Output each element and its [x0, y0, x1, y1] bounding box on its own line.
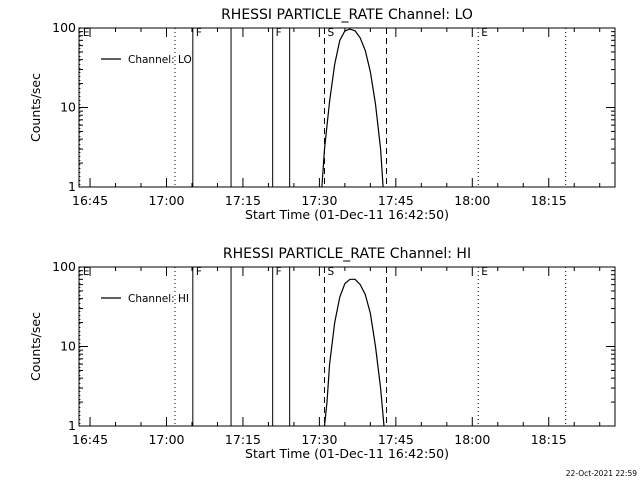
event-marker-label: S: [327, 27, 334, 39]
x-tick-label: 17:00: [148, 432, 184, 447]
event-marker-label: F: [276, 27, 282, 39]
y-tick-label: 100: [52, 20, 76, 35]
chart-title: RHESSI PARTICLE_RATE Channel: HI: [223, 246, 471, 262]
event-marker-label: F: [276, 266, 282, 278]
event-marker-label: S: [327, 266, 334, 278]
x-tick-label: 18:00: [454, 193, 490, 208]
legend-label: Channel: HI: [128, 293, 189, 305]
legend-label: Channel: LO: [128, 54, 192, 66]
y-tick-label: 10: [60, 339, 76, 354]
series-line-0: [321, 28, 384, 188]
plot-frame: [78, 266, 616, 427]
event-marker-label: F: [196, 266, 202, 278]
x-tick-label: 17:30: [301, 432, 337, 447]
x-tick-label: 16:45: [72, 193, 108, 208]
x-tick-label: 17:45: [378, 193, 414, 208]
x-axis-label: Start Time (01-Dec-11 16:42:50): [245, 446, 449, 461]
y-tick-label: 100: [52, 259, 76, 274]
x-tick-label: 17:00: [148, 193, 184, 208]
event-marker-label: E: [481, 266, 488, 278]
y-tick-label: 10: [60, 100, 76, 115]
event-marker-label: F: [196, 27, 202, 39]
chart-title: RHESSI PARTICLE_RATE Channel: LO: [221, 7, 473, 23]
event-marker-label: E: [83, 27, 90, 39]
event-marker-label: E: [481, 27, 488, 39]
y-axis-label: Counts/sec: [28, 312, 43, 381]
x-tick-label: 17:15: [225, 432, 261, 447]
x-tick-label: 18:15: [531, 432, 567, 447]
x-tick-label: 16:45: [72, 432, 108, 447]
chart-panel-1: RHESSI PARTICLE_RATE Channel: HI 1 10 100 16…: [28, 246, 616, 461]
y-tick-label: 1: [68, 179, 76, 194]
timestamp-label: 22-Oct-2021 22:59: [566, 469, 637, 478]
series-line-0: [323, 278, 385, 427]
y-tick-label: 1: [68, 418, 76, 433]
x-tick-label: 17:30: [301, 193, 337, 208]
x-tick-label: 18:00: [454, 432, 490, 447]
y-axis-label: Counts/sec: [28, 73, 43, 142]
x-tick-label: 17:45: [378, 432, 414, 447]
x-axis-label: Start Time (01-Dec-11 16:42:50): [245, 207, 449, 222]
chart-panel-0: RHESSI PARTICLE_RATE Channel: LO 1 10 100 16…: [28, 7, 616, 222]
x-tick-label: 17:15: [225, 193, 261, 208]
x-tick-label: 18:15: [531, 193, 567, 208]
event-marker-label: E: [83, 266, 90, 278]
plot-frame: [78, 27, 616, 188]
